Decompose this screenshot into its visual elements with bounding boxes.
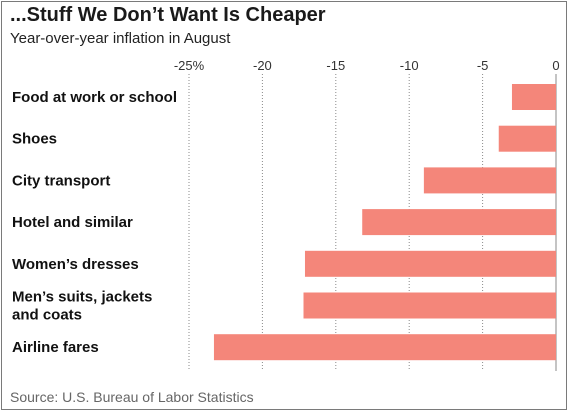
category-label: Hotel and similar xyxy=(12,214,133,231)
category-label: Food at work or school xyxy=(12,89,177,106)
category-label: Women’s dresses xyxy=(12,256,139,273)
x-tick-label: -25% xyxy=(174,58,205,73)
chart-subtitle: Year-over-year inflation in August xyxy=(10,30,231,47)
bar xyxy=(498,125,556,152)
bar xyxy=(511,84,556,110)
source-note: Source: U.S. Bureau of Labor Statistics xyxy=(10,389,254,405)
chart-title: ...Stuff We Don’t Want Is Cheaper xyxy=(10,4,326,26)
category-label: Men’s suits, jackets xyxy=(12,289,152,306)
x-tick-label: -15 xyxy=(326,58,345,73)
category-label: Airline fares xyxy=(12,339,99,356)
x-tick-label: -10 xyxy=(400,58,419,73)
category-label: Shoes xyxy=(12,131,57,148)
bar xyxy=(304,250,556,277)
x-tick-label: -20 xyxy=(253,58,272,73)
bar xyxy=(213,334,556,361)
category-label: and coats xyxy=(12,307,82,324)
category-label: City transport xyxy=(12,172,110,189)
x-tick-label: 0 xyxy=(552,58,559,73)
bar xyxy=(303,292,556,319)
bar xyxy=(362,209,556,236)
x-tick-label: -5 xyxy=(477,58,489,73)
bar xyxy=(423,167,556,194)
